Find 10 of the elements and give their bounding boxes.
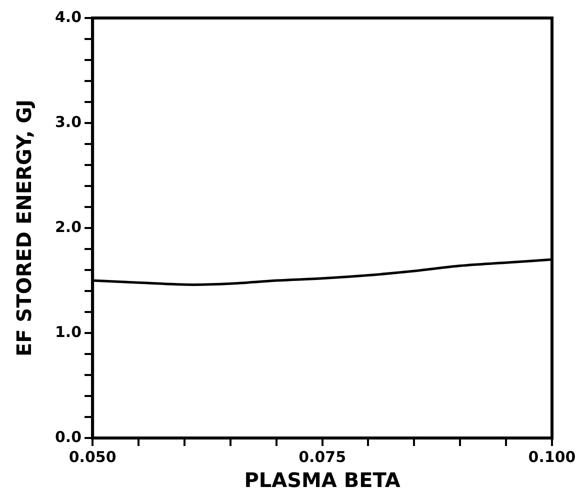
y-tick-label: 0.0 xyxy=(54,428,82,446)
x-tick-label: 0.100 xyxy=(528,448,576,466)
y-tick-label: 4.0 xyxy=(54,8,82,26)
x-tick-label: 0.050 xyxy=(68,448,116,466)
x-axis-title: PLASMA BETA xyxy=(244,468,401,492)
y-tick-label: 3.0 xyxy=(54,112,82,131)
y-tick-label: 2.0 xyxy=(54,218,82,236)
y-tick-label: 1.0 xyxy=(54,322,82,341)
y-axis-title: EF STORED ENERGY, GJ xyxy=(12,100,36,356)
x-tick-label: 0.075 xyxy=(298,448,346,466)
